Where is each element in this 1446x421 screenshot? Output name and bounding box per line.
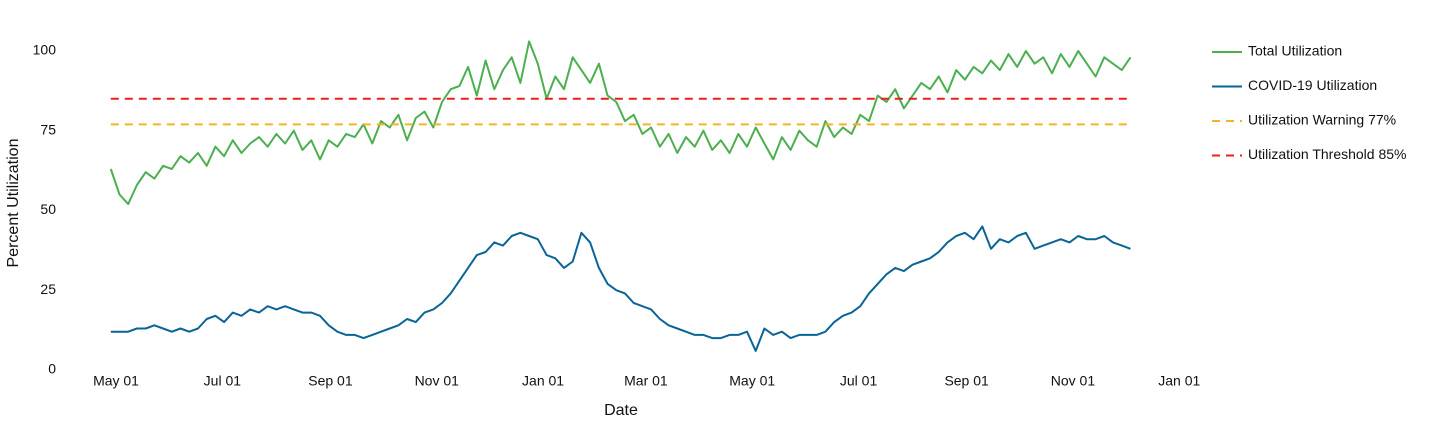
- x-tick-label: Sep 01: [944, 373, 989, 389]
- y-tick-label: 50: [40, 201, 56, 217]
- legend-label: COVID-19 Utilization: [1248, 77, 1377, 93]
- x-tick-label: Jul 01: [204, 373, 242, 389]
- legend-label: Utilization Threshold 85%: [1248, 146, 1407, 162]
- x-tick-label: Jul 01: [840, 373, 878, 389]
- y-axis-label: Percent Utilization: [5, 139, 22, 268]
- x-axis-label: Date: [604, 402, 638, 419]
- y-tick-label: 75: [40, 121, 56, 137]
- x-tick-label: May 01: [93, 373, 139, 389]
- x-tick-label: Jan 01: [1158, 373, 1200, 389]
- legend-label: Utilization Warning 77%: [1248, 112, 1396, 128]
- x-tick-label: Mar 01: [624, 373, 668, 389]
- x-tick-label: Nov 01: [415, 373, 460, 389]
- series-line: [110, 225, 1131, 352]
- y-tick-label: 100: [33, 42, 57, 58]
- series-line: [109, 40, 1132, 206]
- x-tick-label: Nov 01: [1051, 373, 1096, 389]
- x-tick-label: Jan 01: [522, 373, 564, 389]
- y-tick-label: 0: [48, 361, 56, 377]
- x-tick-label: May 01: [729, 373, 775, 389]
- x-tick-label: Sep 01: [308, 373, 353, 389]
- y-tick-label: 25: [40, 281, 56, 297]
- legend-label: Total Utilization: [1248, 43, 1342, 59]
